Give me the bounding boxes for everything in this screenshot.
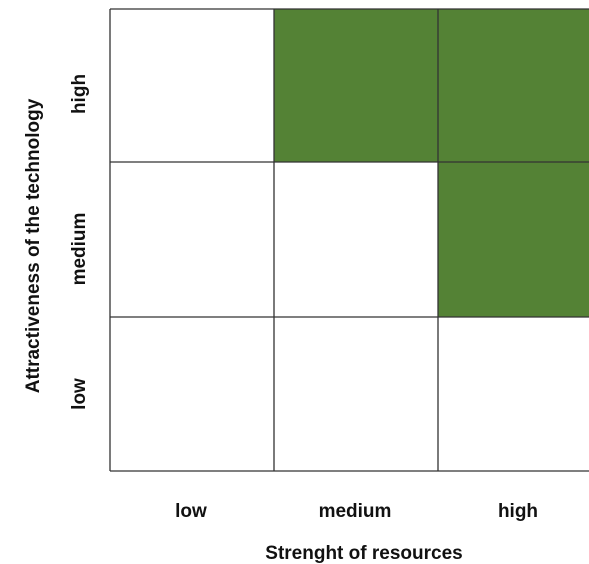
cell-high-high	[438, 9, 589, 162]
matrix-grid	[109, 8, 589, 472]
y-axis-label: Attractiveness of the technology	[23, 98, 44, 393]
y-tick-high: high	[69, 74, 90, 114]
y-tick-medium: medium	[69, 213, 90, 286]
x-tick-high: high	[498, 501, 538, 522]
cell-high-low	[110, 9, 274, 162]
cell-medium-high	[438, 162, 589, 317]
x-tick-low: low	[175, 501, 207, 522]
cell-low-medium	[274, 317, 438, 471]
x-axis-label: Strenght of resources	[265, 543, 462, 564]
y-tick-low: low	[69, 378, 90, 410]
cell-high-medium	[274, 9, 438, 162]
cell-medium-low	[110, 162, 274, 317]
matrix-cells	[110, 9, 589, 471]
cell-medium-medium	[274, 162, 438, 317]
x-tick-medium: medium	[319, 501, 392, 522]
cell-low-high	[438, 317, 589, 471]
cell-low-low	[110, 317, 274, 471]
